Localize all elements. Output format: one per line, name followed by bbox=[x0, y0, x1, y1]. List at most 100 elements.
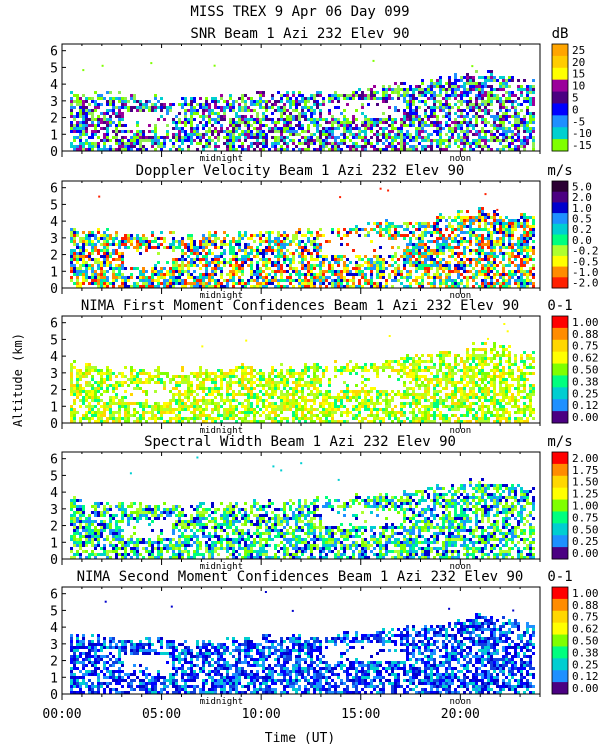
data-cell bbox=[121, 124, 124, 127]
data-cell bbox=[337, 258, 340, 261]
data-cell bbox=[499, 115, 502, 118]
data-cell bbox=[313, 249, 316, 252]
data-cell bbox=[334, 139, 337, 142]
data-cell bbox=[526, 252, 529, 255]
data-cell bbox=[172, 145, 175, 148]
data-cell bbox=[178, 133, 181, 136]
data-cell bbox=[466, 231, 469, 234]
data-cell bbox=[223, 109, 226, 112]
data-cell bbox=[388, 234, 391, 237]
data-cell bbox=[226, 133, 229, 136]
data-cell bbox=[307, 240, 310, 243]
colorbar-label: -10 bbox=[572, 127, 592, 140]
data-cell bbox=[280, 139, 283, 142]
data-cell bbox=[232, 121, 235, 124]
data-cell bbox=[238, 133, 241, 136]
data-cell bbox=[322, 133, 325, 136]
data-cell bbox=[346, 282, 349, 285]
data-cell bbox=[334, 270, 337, 273]
data-cell bbox=[160, 148, 163, 151]
data-cell bbox=[511, 276, 514, 279]
data-cell bbox=[301, 246, 304, 249]
data-cell bbox=[175, 420, 178, 423]
data-cell bbox=[523, 130, 526, 133]
data-cell bbox=[187, 384, 190, 387]
data-cell bbox=[199, 261, 202, 264]
data-cell bbox=[82, 69, 85, 72]
data-cell bbox=[151, 273, 154, 276]
data-cell bbox=[187, 121, 190, 124]
data-cell bbox=[487, 240, 490, 243]
data-cell bbox=[400, 282, 403, 285]
data-cell bbox=[427, 136, 430, 139]
data-cell bbox=[136, 384, 139, 387]
data-cell bbox=[232, 252, 235, 255]
data-cell bbox=[286, 243, 289, 246]
data-cell bbox=[502, 106, 505, 109]
data-cell bbox=[520, 213, 523, 216]
data-cell bbox=[196, 264, 199, 267]
data-cell bbox=[463, 255, 466, 258]
data-cell bbox=[439, 91, 442, 94]
data-cell bbox=[421, 145, 424, 148]
data-cell bbox=[484, 85, 487, 88]
data-cell bbox=[511, 237, 514, 240]
data-cell bbox=[364, 142, 367, 145]
data-cell bbox=[145, 420, 148, 423]
data-cell bbox=[382, 234, 385, 237]
data-cell bbox=[265, 109, 268, 112]
data-cell bbox=[181, 139, 184, 142]
data-cell bbox=[424, 261, 427, 264]
data-cell bbox=[169, 378, 172, 381]
data-cell bbox=[94, 387, 97, 390]
data-cell bbox=[385, 148, 388, 151]
data-cell bbox=[100, 267, 103, 270]
data-cell bbox=[436, 243, 439, 246]
data-cell bbox=[472, 103, 475, 106]
data-cell bbox=[445, 219, 448, 222]
data-cell bbox=[208, 387, 211, 390]
data-cell bbox=[532, 234, 535, 237]
data-cell bbox=[511, 270, 514, 273]
data-cell bbox=[529, 225, 532, 228]
data-cell bbox=[235, 124, 238, 127]
data-cell bbox=[307, 261, 310, 264]
data-cell bbox=[88, 252, 91, 255]
data-cell bbox=[199, 240, 202, 243]
data-cell bbox=[241, 115, 244, 118]
data-cell bbox=[517, 249, 520, 252]
data-cell bbox=[403, 148, 406, 151]
data-cell bbox=[517, 219, 520, 222]
data-cell bbox=[229, 243, 232, 246]
data-cell bbox=[256, 100, 259, 103]
data-cell bbox=[286, 136, 289, 139]
data-cell bbox=[367, 258, 370, 261]
data-cell bbox=[199, 282, 202, 285]
data-cell bbox=[529, 267, 532, 270]
data-cell bbox=[283, 124, 286, 127]
data-cell bbox=[463, 142, 466, 145]
data-cell bbox=[277, 249, 280, 252]
data-cell bbox=[340, 255, 343, 258]
data-cell bbox=[466, 276, 469, 279]
data-cell bbox=[442, 279, 445, 282]
data-cell bbox=[283, 109, 286, 112]
data-cell bbox=[109, 282, 112, 285]
data-cell bbox=[418, 285, 421, 288]
data-cell bbox=[175, 276, 178, 279]
data-cell bbox=[286, 279, 289, 282]
data-cell bbox=[190, 252, 193, 255]
data-cell bbox=[502, 103, 505, 106]
data-cell bbox=[244, 261, 247, 264]
data-cell bbox=[415, 264, 418, 267]
data-cell bbox=[85, 237, 88, 240]
data-cell bbox=[88, 282, 91, 285]
data-cell bbox=[229, 408, 232, 411]
data-cell bbox=[295, 279, 298, 282]
data-cell bbox=[442, 243, 445, 246]
data-cell bbox=[463, 130, 466, 133]
data-cell bbox=[76, 378, 79, 381]
data-cell bbox=[193, 264, 196, 267]
data-cell bbox=[253, 148, 256, 151]
